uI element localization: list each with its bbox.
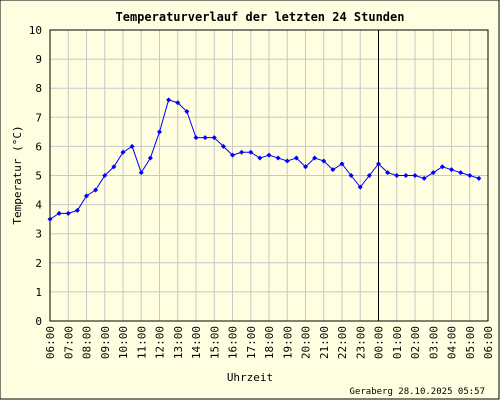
data-point [175, 100, 181, 106]
x-tick-label: 09:00 [99, 326, 112, 359]
x-tick-label: 15:00 [208, 326, 221, 359]
data-point [74, 207, 80, 213]
x-tick-label: 23:00 [354, 326, 367, 359]
data-point [312, 155, 318, 161]
data-point [47, 216, 53, 222]
data-point [211, 135, 217, 141]
x-tick-label: 22:00 [336, 326, 349, 359]
data-point [138, 170, 144, 176]
data-point [84, 193, 89, 199]
x-tick-label: 18:00 [263, 326, 276, 359]
data-point [129, 143, 135, 149]
data-point [339, 161, 345, 167]
plot-frame [49, 29, 489, 322]
data-point [147, 155, 153, 161]
data-point [421, 175, 427, 181]
data-point [366, 173, 372, 178]
data-point [430, 170, 436, 176]
data-point [202, 135, 208, 141]
data-point [403, 173, 409, 178]
data-point [394, 173, 400, 178]
data-point [257, 155, 263, 161]
x-axis-title: Uhrzeit [227, 371, 273, 384]
data-point [239, 149, 245, 155]
y-tick-label: 10 [29, 24, 42, 37]
x-tick-label: 19:00 [281, 326, 294, 359]
data-points [47, 97, 482, 222]
x-tick-label: 16:00 [227, 326, 240, 359]
data-point [348, 173, 354, 178]
data-point [439, 164, 445, 170]
x-tick-label: 13:00 [172, 326, 185, 359]
data-point [321, 158, 327, 164]
x-tick-label: 01:00 [391, 326, 404, 359]
x-tick-label: 08:00 [81, 326, 94, 359]
data-point [193, 135, 199, 141]
data-point [102, 173, 108, 178]
y-tick-label: 2 [35, 257, 42, 270]
data-point [303, 164, 308, 170]
data-point [357, 184, 363, 190]
y-tick-label: 6 [35, 140, 42, 153]
x-tick-label: 06:00 [44, 326, 57, 359]
x-tick-label: 10:00 [117, 326, 130, 359]
x-tick-label: 07:00 [62, 326, 75, 359]
x-tick-label: 14:00 [190, 326, 203, 359]
data-point [458, 170, 464, 176]
data-point [166, 97, 172, 103]
x-tick-label: 17:00 [245, 326, 258, 359]
chart-title: Temperaturverlauf der letzten 24 Stunden [116, 10, 405, 24]
y-tick-label: 5 [35, 170, 42, 183]
data-point [412, 173, 418, 178]
y-tick-label: 1 [35, 286, 42, 299]
y-tick-label: 0 [35, 315, 42, 328]
data-point [476, 175, 482, 181]
x-tick-label: 03:00 [427, 326, 440, 359]
x-tick-label: 11:00 [135, 326, 148, 359]
data-point [330, 167, 336, 173]
data-point [376, 161, 381, 167]
x-tick-label: 12:00 [154, 326, 167, 359]
data-point [230, 152, 235, 158]
footer-station-timestamp: Geraberg 28.10.2025 05:57 [350, 387, 485, 397]
data-point [157, 129, 162, 135]
y-tick-label: 9 [35, 53, 42, 66]
data-point [275, 155, 281, 161]
data-point [56, 210, 62, 216]
data-point [293, 155, 299, 161]
data-point [93, 187, 99, 193]
data-point [449, 167, 454, 173]
y-tick-label: 3 [35, 228, 42, 241]
data-point [248, 149, 254, 155]
y-tick-label: 4 [35, 199, 42, 212]
data-point [184, 108, 190, 114]
data-point [385, 170, 391, 176]
x-tick-label: 02:00 [409, 326, 422, 359]
data-point [220, 143, 226, 149]
x-tick-label: 06:00 [482, 326, 495, 359]
y-tick-labels: 0 1 2 3 4 5 6 7 8 9 10 [29, 24, 43, 328]
x-tick-label: 04:00 [446, 326, 459, 359]
y-tick-label: 8 [35, 82, 42, 95]
x-tick-labels: 06:00 07:00 08:00 09:00 10:00 11:00 12:00 13:00… [44, 326, 495, 359]
x-tick-label: 21:00 [318, 326, 331, 359]
x-tick-label: 05:00 [464, 326, 477, 359]
data-point [284, 158, 290, 164]
x-tick-label: 20:00 [300, 326, 313, 359]
data-point [111, 164, 117, 170]
x-tick-label: 00:00 [373, 326, 386, 359]
y-tick-label: 7 [35, 111, 42, 124]
data-point [266, 152, 272, 158]
data-point [467, 173, 473, 178]
data-point [120, 149, 126, 155]
y-axis-title: Temperatur (°C) [11, 125, 24, 224]
data-point [65, 210, 71, 216]
